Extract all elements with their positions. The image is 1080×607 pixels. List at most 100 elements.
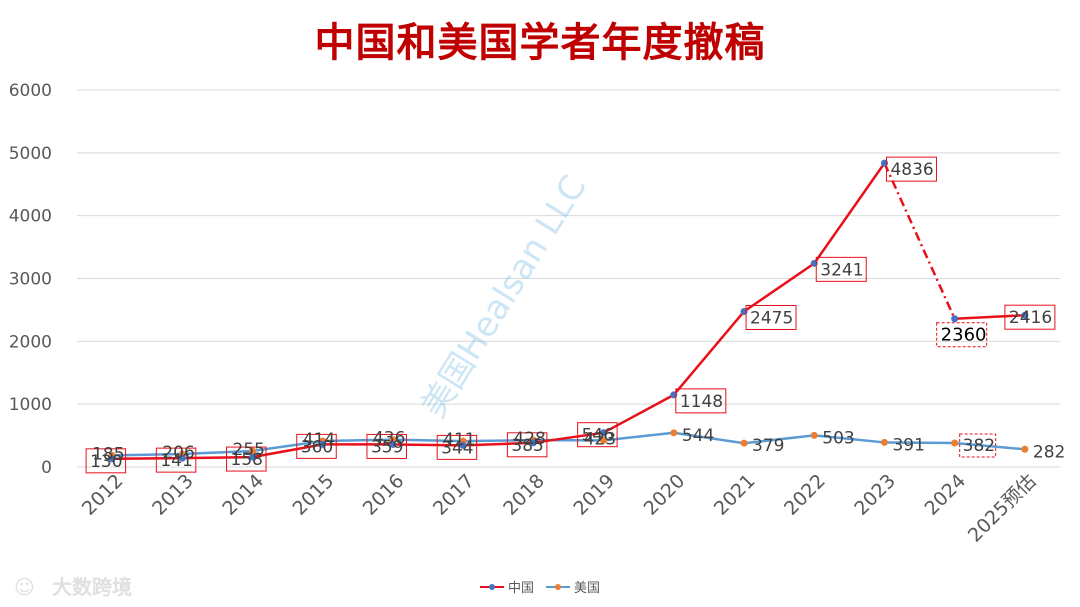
y-tick-label: 6000	[9, 81, 52, 101]
data-label-china: 141	[160, 451, 192, 471]
y-tick-label: 5000	[9, 144, 52, 164]
chart-title: 中国和美国学者年度撤稿	[314, 20, 766, 66]
data-label-box-china	[1004, 304, 1056, 330]
data-point-china	[249, 453, 257, 461]
data-point-china	[600, 429, 608, 437]
data-label-china: 360	[301, 437, 333, 457]
data-label-china: 1148	[680, 392, 723, 412]
data-point-china	[951, 315, 959, 323]
data-point-usa	[249, 447, 257, 455]
data-label-usa: 185	[92, 444, 124, 464]
data-label-box-china	[885, 156, 937, 182]
data-label-box-china	[936, 322, 988, 348]
data-point-usa	[1021, 445, 1029, 453]
legend: 中国 美国	[480, 581, 600, 596]
x-tick-label: 2025预估	[964, 470, 1041, 547]
data-label-box-china	[85, 448, 127, 474]
data-label-box-china	[506, 432, 548, 458]
data-label-china: 3241	[820, 260, 863, 280]
data-label-china: 2475	[750, 308, 793, 328]
data-labels: 130 141 158 360 359 344 385 546 1148 2475 3241 4836…	[85, 156, 1065, 474]
data-label-usa: 382	[963, 436, 995, 456]
data-point-china	[1021, 311, 1029, 319]
data-label-china: 2360	[941, 325, 987, 346]
y-tick-label: 0	[41, 458, 52, 478]
data-label-china: 344	[441, 438, 473, 458]
data-point-china	[319, 440, 327, 448]
data-label-china: 359	[371, 437, 403, 457]
legend-label-usa: 美国	[574, 581, 600, 596]
data-label-usa: 423	[584, 429, 616, 449]
data-label-china: 2416	[1009, 308, 1052, 328]
legend-label-china: 中国	[508, 581, 534, 596]
x-tick-label: 2019	[569, 470, 619, 520]
x-tick-label: 2020	[640, 470, 690, 520]
data-label-china: 158	[231, 450, 263, 470]
data-label-china: 130	[90, 452, 122, 472]
data-label-usa: 379	[752, 436, 784, 456]
data-label-usa: 414	[303, 430, 335, 450]
data-point-china	[389, 440, 397, 448]
y-tick-label: 2000	[9, 332, 52, 352]
data-label-box-china	[745, 304, 797, 330]
data-point-china	[108, 455, 116, 463]
data-point-usa	[951, 439, 959, 447]
data-label-box-china	[366, 433, 407, 459]
data-label-usa: 436	[373, 429, 405, 449]
data-point-usa	[740, 439, 748, 447]
data-point-usa	[600, 436, 608, 444]
data-label-box-china	[436, 434, 478, 460]
x-tick-label: 2014	[218, 470, 268, 520]
data-label-china: 546	[582, 426, 614, 446]
x-tick-label: 2016	[359, 470, 409, 520]
series-line-china-dashed	[883, 162, 956, 320]
x-tick-label: 2021	[710, 470, 760, 520]
source-logo-text: 大数跨境	[52, 575, 132, 599]
data-label-china: 4836	[890, 160, 933, 180]
x-axis-ticks: 2012 2013 2014 2015 2016 2017 2018 2019 2020 2021…	[78, 470, 1041, 547]
data-label-box-china	[155, 447, 197, 473]
data-label-box-china	[815, 256, 867, 282]
source-logo: ☺ 大数跨境	[14, 575, 132, 599]
data-point-usa	[389, 436, 397, 444]
x-tick-label: 2012	[78, 470, 128, 520]
data-label-box-usa	[959, 433, 997, 458]
data-label-usa: 544	[682, 426, 714, 446]
data-label-box-china	[226, 446, 267, 472]
data-point-china	[459, 441, 467, 449]
x-tick-label: 2017	[429, 470, 479, 520]
data-label-box-china	[296, 433, 337, 459]
data-label-box-china	[577, 422, 618, 448]
data-label-usa: 391	[892, 435, 924, 455]
x-tick-label: 2022	[780, 470, 830, 520]
data-label-usa: 206	[162, 443, 194, 463]
data-point-usa	[810, 431, 818, 439]
data-label-usa: 282	[1033, 442, 1065, 462]
data-label-china: 385	[511, 436, 543, 456]
x-tick-label: 2023	[850, 470, 900, 520]
series-line-china	[112, 162, 886, 461]
data-label-usa: 255	[233, 440, 265, 460]
x-tick-label: 2024	[920, 470, 970, 520]
data-point-china	[529, 439, 537, 447]
source-logo-icon: ☺	[14, 575, 35, 599]
x-tick-label: 2018	[499, 470, 549, 520]
data-point-usa	[880, 438, 888, 446]
y-tick-label: 4000	[9, 207, 52, 227]
data-label-usa: 428	[513, 429, 545, 449]
y-axis-ticks: 0 1000 2000 3000 4000 5000 6000	[9, 81, 52, 478]
data-label-usa: 503	[822, 428, 854, 448]
data-label-usa: 411	[443, 430, 475, 450]
x-tick-label: 2015	[289, 470, 339, 520]
data-point-usa	[670, 429, 678, 437]
series-line-china-forecast	[954, 313, 1025, 320]
x-tick-label: 2013	[148, 470, 198, 520]
series-line-usa	[112, 431, 1026, 457]
data-label-box-china	[675, 388, 727, 414]
y-tick-label: 3000	[9, 270, 52, 290]
data-point-china	[178, 454, 186, 462]
y-tick-label: 1000	[9, 395, 52, 415]
watermark-text: 美国Healsan LLC	[414, 168, 595, 424]
gridlines	[77, 89, 1060, 468]
